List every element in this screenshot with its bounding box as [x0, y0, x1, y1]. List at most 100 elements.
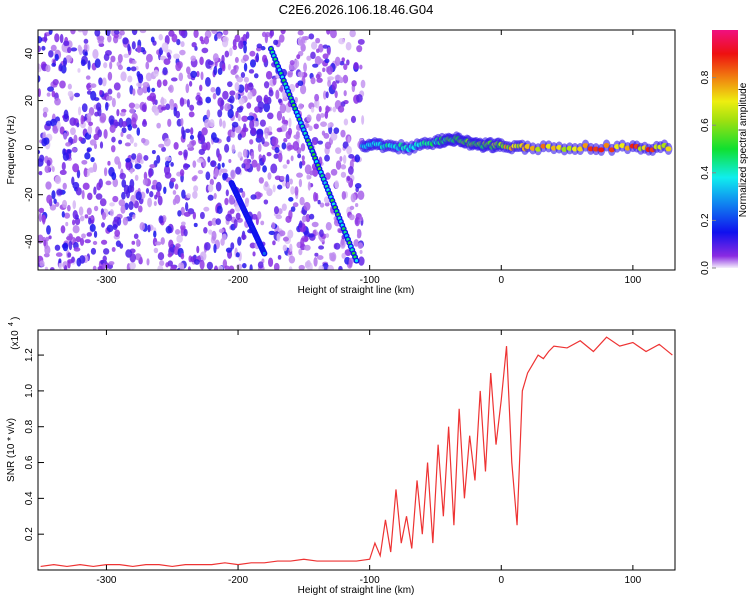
noise-cell [180, 224, 186, 231]
noise-cell [120, 131, 124, 138]
noise-cell [207, 194, 214, 201]
bottom-ytick-label: 1.2 [24, 348, 35, 362]
noise-cell [249, 242, 256, 249]
noise-cell [63, 265, 68, 270]
noise-cell [164, 160, 170, 168]
noise-cell [99, 141, 104, 149]
noise-cell [301, 215, 307, 223]
noise-cell [84, 152, 91, 160]
top-plot-frame [37, 29, 676, 271]
noise-cell [170, 104, 174, 111]
ridge-cell [262, 251, 266, 256]
noise-cell [242, 148, 248, 158]
noise-cell [285, 215, 292, 223]
noise-cell [229, 208, 235, 214]
noise-cell [252, 120, 260, 127]
noise-cell [206, 261, 214, 270]
noise-cell [228, 95, 235, 104]
noise-cell [105, 180, 112, 186]
noise-cell [310, 51, 316, 60]
noise-cell [278, 230, 286, 237]
noise-cell [260, 46, 266, 51]
noise-cell [117, 161, 122, 170]
noise-cell [339, 60, 345, 66]
noise-cell [327, 123, 331, 128]
noise-cell [62, 152, 70, 161]
snr-data [40, 336, 673, 568]
carrier-cell [582, 143, 589, 149]
noise-cell [256, 43, 263, 49]
colorbar-tick-label: 0.8 [700, 70, 711, 84]
noise-cell [112, 223, 118, 230]
noise-cell [228, 195, 235, 205]
noise-cell [93, 186, 97, 195]
noise-cell [220, 238, 225, 246]
noise-cell [52, 78, 59, 86]
noise-cell [290, 186, 295, 195]
noise-cell [154, 241, 162, 246]
bottom-ytick-label: 0.2 [24, 527, 35, 541]
noise-cell [222, 120, 226, 129]
noise-cell [87, 192, 93, 201]
noise-cell [127, 75, 133, 83]
noise-cell [261, 154, 266, 163]
bottom-xlabel: Height of straight line (km) [298, 585, 415, 596]
noise-cell [84, 239, 91, 244]
noise-cell [146, 53, 153, 63]
noise-cell [145, 187, 150, 194]
noise-cell [358, 256, 365, 266]
noise-cell [264, 132, 269, 139]
noise-cell [246, 102, 252, 109]
noise-cell [208, 229, 213, 235]
noise-cell [153, 247, 159, 254]
noise-cell [281, 123, 288, 132]
noise-cell [262, 54, 268, 63]
noise-cell [244, 83, 249, 93]
noise-cell [349, 30, 356, 38]
noise-cell [222, 30, 229, 36]
noise-cell [95, 102, 102, 112]
noise-cell [260, 220, 265, 226]
noise-cell [200, 133, 205, 143]
noise-cell [54, 244, 61, 251]
noise-cell [237, 151, 243, 159]
noise-cell [137, 87, 144, 96]
noise-cell [252, 251, 256, 257]
noise-cell [300, 84, 307, 95]
noise-cell [107, 71, 113, 81]
noise-cell [199, 251, 207, 262]
noise-cell [185, 83, 190, 94]
noise-cell [323, 90, 327, 100]
noise-cell [187, 266, 192, 270]
noise-cell [97, 38, 104, 44]
noise-cell [216, 205, 223, 215]
noise-cell [59, 63, 63, 72]
noise-cell [128, 201, 134, 211]
noise-cell [229, 90, 236, 96]
noise-cell [318, 105, 322, 113]
noise-cell [76, 169, 81, 179]
noise-cell [178, 72, 184, 82]
noise-cell [168, 239, 174, 249]
noise-cell [157, 264, 164, 270]
noise-cell [282, 164, 288, 169]
noise-cell [122, 216, 129, 226]
noise-cell [213, 192, 217, 200]
noise-cell [114, 229, 121, 238]
noise-cell [345, 42, 352, 51]
noise-cell [249, 50, 256, 57]
noise-cell [296, 172, 303, 178]
top-ylabel: Frequency (Hz) [6, 116, 17, 185]
noise-cell [259, 119, 266, 127]
noise-cell [347, 135, 351, 144]
noise-cell [224, 265, 230, 270]
noise-cell [134, 163, 142, 170]
noise-cell [124, 142, 131, 147]
noise-cell [45, 64, 51, 73]
noise-cell [147, 197, 153, 208]
noise-cell [118, 199, 126, 207]
noise-cell [281, 119, 289, 125]
noise-cell [239, 187, 244, 193]
noise-cell [129, 84, 134, 95]
